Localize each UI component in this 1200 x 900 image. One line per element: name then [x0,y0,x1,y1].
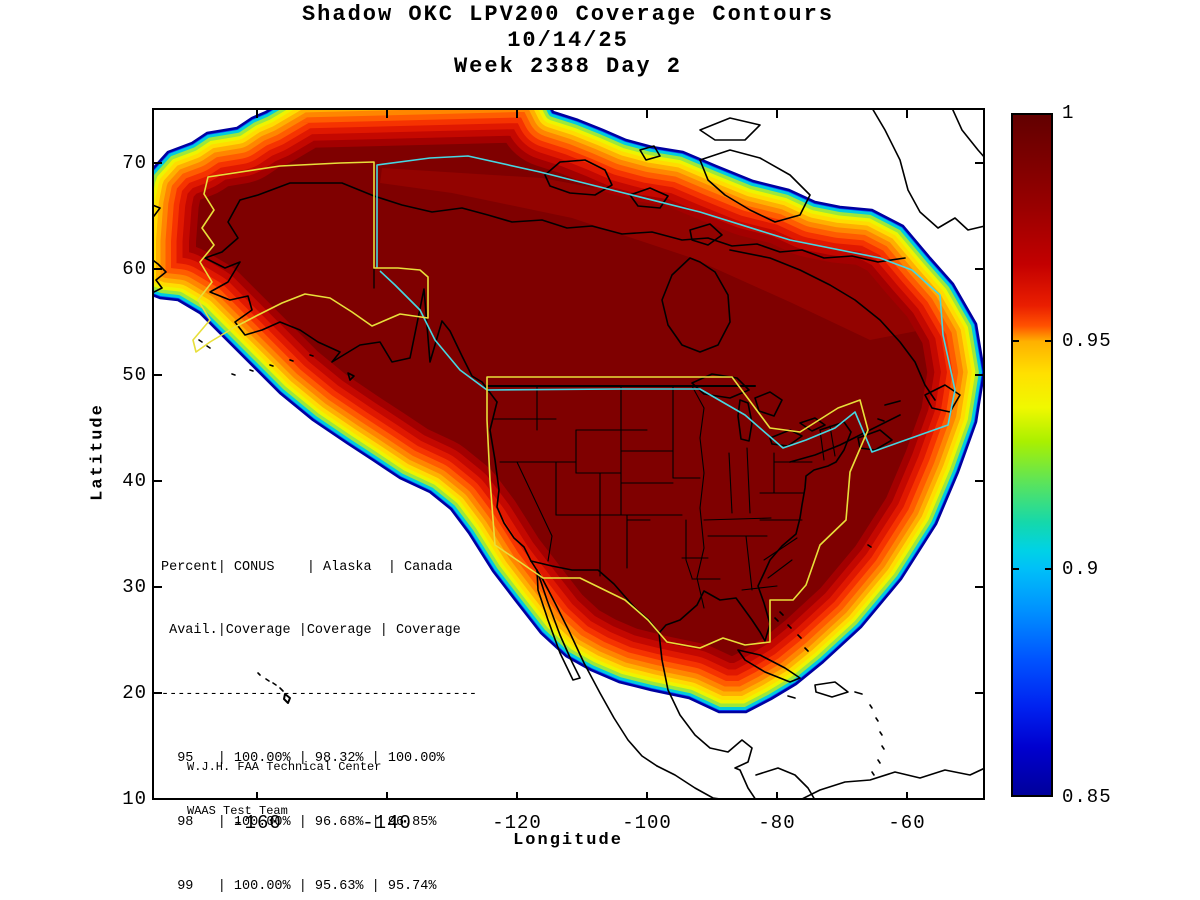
y-tick [154,586,162,588]
colorbar-label: 0.85 [1062,786,1112,808]
x-tick-top [776,110,778,118]
x-tick-label: -120 [492,812,542,834]
conus-boundary [486,376,869,649]
coverage-contour-map [154,110,983,798]
y-tick-right [975,374,983,376]
colorbar-tick [1013,340,1019,342]
x-tick-label: -160 [232,812,282,834]
colorbar-tick [1045,568,1051,570]
y-tick [154,798,162,800]
y-tick [154,162,162,164]
x-tick [906,792,908,800]
state-borders [493,385,836,609]
canada-boundary [376,155,956,453]
y-tick-right [975,162,983,164]
credits-line1: W.J.H. FAA Technical Center [187,760,382,774]
y-tick [154,692,162,694]
y-tick [154,374,162,376]
table-row: 99 | 100.00% | 95.63% | 95.74% [161,879,437,895]
table-header-row1: Percent| CONUS | Alaska | Canada [161,559,453,575]
colorbar-tick [1045,340,1051,342]
title-weekday: Week 2388 Day 2 [453,54,683,79]
table-separator: --------------------------------------- [161,687,477,703]
x-tick-top [906,110,908,118]
x-tick-top [256,110,258,118]
table-row: 95 | 100.00% | 98.32% | 100.00% [161,751,445,767]
coverage-table: Percent| CONUS | Alaska | Canada Avail.|… [161,514,477,900]
x-tick-label: -100 [622,812,672,834]
x-tick [646,792,648,800]
y-tick-label: 10 [122,788,147,810]
colorbar [1011,113,1053,797]
x-tick [386,792,388,800]
y-tick [154,268,162,270]
y-tick-label: 60 [122,258,147,280]
x-tick-label: -140 [362,812,412,834]
colorbar-label: 0.95 [1062,330,1112,352]
credits-line2: WAAS Test Team [187,803,288,818]
y-tick [154,480,162,482]
table-header-row2: Avail.|Coverage |Coverage | Coverage [161,623,461,639]
map-plot-area [152,108,985,800]
x-tick [256,792,258,800]
y-tick-label: 40 [122,470,147,492]
y-tick-label: 20 [122,682,147,704]
colorbar-label: 0.9 [1062,558,1100,580]
y-tick-label: 30 [122,576,147,598]
x-tick [516,792,518,800]
colorbar-tick [1013,568,1019,570]
credits-annotation: W.J.H. FAA Technical Center WAAS Test Te… [187,731,381,847]
x-axis-label: Longitude [513,831,623,850]
y-tick-right [975,692,983,694]
x-tick [776,792,778,800]
x-tick-top [516,110,518,118]
coastlines [154,110,983,798]
x-tick-top [646,110,648,118]
y-axis-label: Latitude [88,403,108,501]
y-tick-label: 70 [122,152,147,174]
colorbar-label: 1 [1062,102,1075,124]
page-title: Shadow OKC LPV200 Coverage Contours [301,2,835,27]
y-tick-right [975,586,983,588]
x-tick-top [386,110,388,118]
y-tick-right [975,480,983,482]
title-date: 10/14/25 [507,28,629,53]
alaska-boundary [192,161,429,353]
y-tick-label: 50 [122,364,147,386]
table-row: 98 | 100.00% | 96.68% | 96.85% [161,815,437,831]
x-tick-label: -60 [888,812,926,834]
y-tick-right [975,268,983,270]
x-tick-label: -80 [758,812,796,834]
